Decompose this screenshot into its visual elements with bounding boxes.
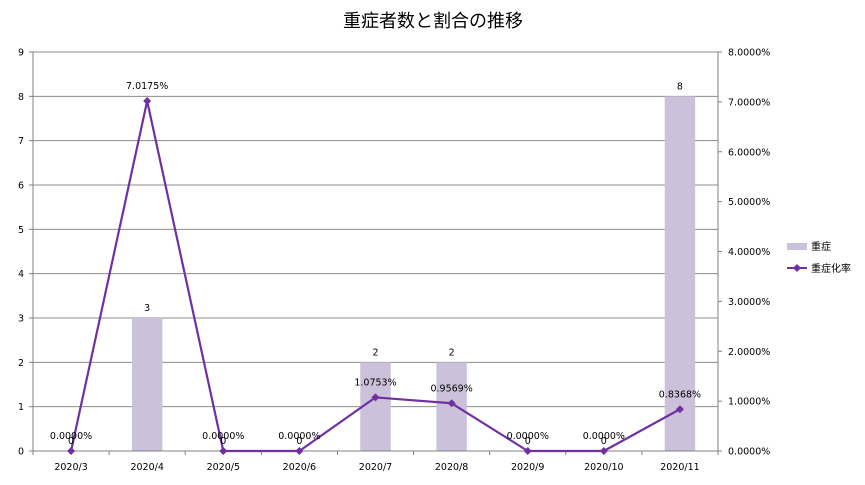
y-left-tick-label: 1 — [18, 402, 24, 413]
line-data-label: 7.0175% — [126, 81, 168, 92]
y-left-tick-label: 6 — [18, 181, 24, 192]
y-right-tick-label: 5.0000% — [728, 197, 770, 208]
bar — [664, 96, 696, 451]
y-left-tick-label: 3 — [18, 314, 24, 325]
y-left-tick-label: 2 — [18, 358, 24, 369]
bar-data-label: 0 — [68, 436, 74, 447]
y-right-tick-label: 4.0000% — [728, 247, 770, 258]
bar — [360, 362, 391, 451]
y-left-tick-label: 4 — [18, 269, 24, 280]
legend-line-label: 重症化率 — [811, 262, 851, 275]
line-data-label: 0.0000% — [507, 431, 549, 442]
bar-series — [131, 96, 696, 451]
x-tick-label: 2020/5 — [207, 462, 240, 473]
bar-data-label: 0 — [525, 436, 531, 447]
line-marker — [295, 447, 304, 455]
bar-data-label: 3 — [144, 303, 150, 314]
y-left-tick-label: 5 — [18, 225, 24, 236]
y-left-tick-label: 7 — [18, 136, 24, 147]
y-right-tick-label: 8.0000% — [728, 48, 770, 59]
y-left-tick-label: 9 — [18, 48, 24, 59]
legend-line-marker — [793, 264, 801, 272]
axes: 0 1 2 3 4 5 6 7 8 9 0.0000% 1.0000% 2.0000% 3.0000% 4.… — [18, 48, 770, 474]
line-marker — [523, 447, 532, 455]
line-marker — [675, 405, 684, 414]
y-right-tick-label: 0.0000% — [728, 447, 770, 458]
x-tick-label: 2020/3 — [54, 462, 87, 473]
line-data-label: 0.0000% — [278, 431, 320, 442]
chart-title: 重症者数と割合の推移 — [343, 11, 523, 32]
y-right-tick-label: 3.0000% — [728, 297, 770, 308]
y-right-tick-label: 6.0000% — [728, 147, 770, 158]
bar-data-label: 8 — [677, 81, 683, 92]
line-marker — [67, 447, 76, 455]
line-marker — [143, 97, 152, 106]
x-tick-label: 2020/4 — [130, 462, 163, 473]
legend-bar-label: 重症 — [811, 240, 831, 253]
bar-data-label: 0 — [220, 436, 226, 447]
line-data-label: 1.0753% — [354, 377, 396, 388]
line-data-label: 0.8368% — [659, 389, 701, 400]
bar-data-label: 2 — [449, 347, 455, 358]
x-tick-label: 2020/8 — [435, 462, 468, 473]
x-tick-label: 2020/10 — [584, 462, 623, 473]
legend-bar-swatch — [787, 243, 807, 250]
x-tick-label: 2020/11 — [660, 462, 699, 473]
line-marker — [371, 393, 380, 402]
line-marker — [219, 447, 228, 455]
y-left-tick-label: 8 — [18, 92, 24, 103]
line-marker — [447, 399, 456, 408]
x-tick-label: 2020/6 — [283, 462, 316, 473]
y-right-tick-label: 7.0000% — [728, 97, 770, 108]
bar-data-label: 0 — [601, 436, 607, 447]
line-data-label: 0.9569% — [430, 383, 472, 394]
line-series — [67, 97, 684, 455]
bar-data-label: 2 — [372, 347, 378, 358]
x-tick-label: 2020/7 — [359, 462, 392, 473]
bar-data-label: 0 — [296, 436, 302, 447]
x-tick-label: 2020/9 — [511, 462, 544, 473]
data-labels: 0 3 0 0 2 2 0 0 8 0.0000% 7.0175% 0.0000% 0.0000% 1.0… — [50, 81, 701, 447]
line-marker — [599, 447, 608, 455]
line-data-label: 0.0000% — [202, 431, 244, 442]
bar — [131, 318, 163, 451]
y-right-tick-label: 1.0000% — [728, 397, 770, 408]
line-data-label: 0.0000% — [583, 431, 625, 442]
line-data-label: 0.0000% — [50, 431, 92, 442]
y-right-tick-label: 2.0000% — [728, 347, 770, 358]
y-left-tick-label: 0 — [18, 447, 24, 458]
